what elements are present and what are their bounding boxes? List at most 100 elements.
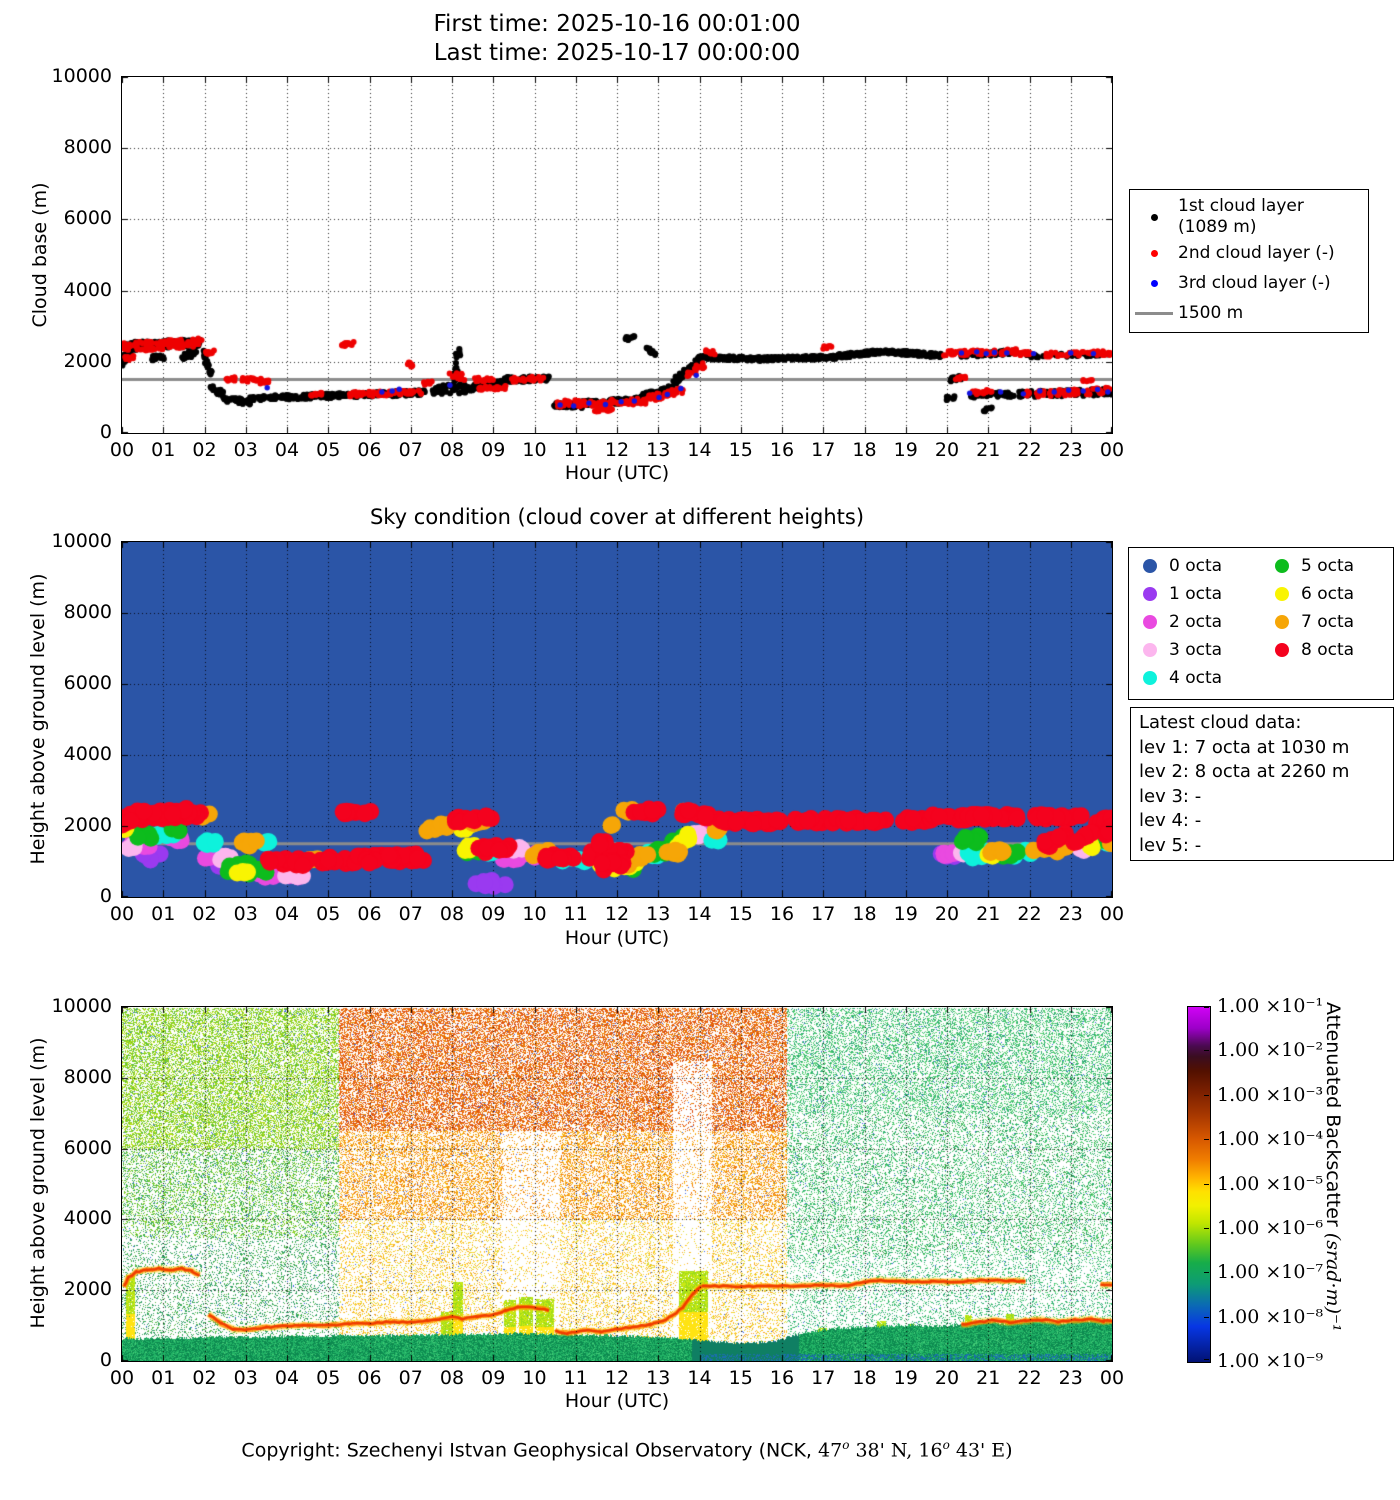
x-tick-label: 00	[109, 439, 135, 461]
octa-legend-column-1: 0 octa 1 octa 2 octa 3 octa 4 octa	[1129, 552, 1261, 699]
octa-color-dot-icon	[1143, 671, 1157, 685]
octa-legend-label: 2 octa	[1169, 612, 1223, 632]
x-tick-label: 18	[852, 439, 877, 461]
x-tick-label: 06	[357, 903, 382, 925]
x-tick-label: 11	[563, 1367, 588, 1389]
octa-legend-item-4: 4 octa	[1129, 664, 1261, 692]
x-tick-label: 14	[687, 903, 712, 925]
cloud-layer-legend: 1st cloud layer (1089 m) 2nd cloud layer…	[1129, 189, 1369, 333]
x-tick-label: 19	[893, 1367, 918, 1389]
x-tick-label: 18	[852, 1367, 877, 1389]
x-tick-label: 12	[604, 903, 630, 925]
y-tick-label: 10000	[51, 995, 112, 1017]
x-tick-label: 03	[233, 1367, 258, 1389]
colorbar-tick-mark	[1204, 1139, 1209, 1141]
y-tick-label: 2000	[63, 814, 112, 836]
x-tick-label: 22	[1017, 1367, 1042, 1389]
x-tick-label: 05	[316, 903, 341, 925]
x-tick-label: 00	[1099, 439, 1125, 461]
x-tick-label: 07	[398, 1367, 423, 1389]
colorbar-axis-label: Attenuated Backscatter (srad·m)⁻¹	[1322, 1002, 1344, 1332]
x-tick-label: 07	[398, 903, 423, 925]
gray-line-marker-icon	[1135, 311, 1173, 315]
x-tick-label: 04	[274, 439, 300, 461]
x-tick-label: 07	[398, 439, 423, 461]
x-tick-label: 08	[439, 439, 465, 461]
x-tick-label: 02	[192, 903, 217, 925]
latest-cloud-data-lev1: lev 1: 7 octa at 1030 m	[1139, 736, 1350, 758]
sky-condition-title: Sky condition (cloud cover at different …	[369, 505, 865, 529]
x-tick-label: 18	[852, 903, 877, 925]
x-tick-label: 20	[934, 439, 960, 461]
colorbar-tick-label: 1.00 ×10⁻⁸	[1217, 1305, 1324, 1328]
octa-color-dot-icon	[1275, 643, 1289, 657]
octa-legend-item-8: 8 octa	[1261, 636, 1393, 664]
octa-legend-item-0: 0 octa	[1129, 552, 1261, 580]
colorbar-label-units: (srad·m)⁻¹	[1322, 1232, 1344, 1332]
octa-legend-column-2: 5 octa 6 octa 7 octa 8 octa	[1261, 552, 1393, 699]
x-tick-label: 16	[769, 1367, 795, 1389]
y-tick-label: 10000	[51, 65, 112, 87]
colorbar	[1187, 1006, 1211, 1363]
colorbar-tick-label: 1.00 ×10⁻⁴	[1217, 1128, 1324, 1151]
colorbar-tick-label: 1.00 ×10⁻³	[1217, 1083, 1324, 1106]
x-tick-label: 10	[522, 1367, 547, 1389]
colorbar-label-text: Attenuated Backscatter	[1322, 1002, 1344, 1233]
x-tick-label: 09	[481, 903, 506, 925]
colorbar-tick-label: 1.00 ×10⁻¹	[1217, 995, 1324, 1017]
x-tick-label: 06	[357, 439, 382, 461]
latest-cloud-data-lev4: lev 4: -	[1139, 810, 1202, 831]
y-tick-label: 8000	[63, 1065, 112, 1088]
x-tick-label: 21	[976, 1367, 1001, 1389]
sky-condition-plot-canvas	[122, 542, 1112, 897]
x-tick-label: 04	[274, 1367, 300, 1389]
x-tick-label: 03	[233, 903, 258, 925]
latest-cloud-data-lev3: lev 3: -	[1139, 785, 1202, 807]
octa-color-dot-icon	[1275, 587, 1289, 601]
cloud-base-y-axis-label: Cloud base (m)	[29, 182, 51, 328]
title-last-time: Last time: 2025-10-17 00:00:00	[433, 40, 801, 66]
latest-cloud-data-box: Latest cloud data: lev 1: 7 octa at 1030…	[1130, 707, 1394, 861]
x-tick-label: 15	[728, 439, 753, 461]
octa-color-dot-icon	[1143, 559, 1157, 573]
octa-legend-label: 1 octa	[1169, 584, 1223, 604]
colorbar-tick-mark	[1204, 1316, 1209, 1318]
figure-header: First time: 2025-10-16 00:01:00 Last tim…	[122, 10, 1112, 68]
x-tick-label: 21	[976, 903, 1001, 925]
legend-label-height: (1089 m)	[1178, 217, 1257, 237]
x-tick-label: 16	[769, 439, 795, 461]
x-tick-label: 20	[934, 903, 960, 925]
octa-color-dot-icon	[1143, 643, 1157, 657]
octa-legend-label: 7 octa	[1301, 612, 1355, 632]
legend-label: 1st cloud layer	[1178, 196, 1304, 216]
x-tick-label: 05	[316, 439, 341, 461]
copyright-line: Copyright: Szechenyi Istvan Geophysical …	[241, 1438, 1013, 1462]
x-tick-label: 08	[439, 903, 465, 925]
latest-cloud-data-lev5: lev 5: -	[1139, 834, 1202, 856]
red-dot-marker-icon	[1150, 249, 1158, 257]
x-tick-label: 01	[151, 903, 176, 925]
x-tick-label: 16	[769, 903, 795, 925]
x-tick-label: 10	[522, 439, 547, 461]
colorbar-tick-mark	[1204, 1094, 1209, 1096]
x-tick-label: 23	[1058, 903, 1083, 925]
x-tick-label: 11	[563, 439, 588, 461]
legend-label: 2nd cloud layer (-)	[1178, 242, 1335, 263]
cloud-base-panel: 00 01 02 03 04 05 06 07 08 09 10 11 12 13 14 15 16 17 18 19…	[52, 65, 1125, 461]
blue-dot-marker-icon	[1150, 279, 1158, 287]
y-tick-label: 2000	[63, 1278, 112, 1301]
x-tick-label: 00	[1099, 903, 1125, 925]
colorbar-tick-mark	[1204, 1272, 1209, 1274]
colorbar-tick-mark	[1204, 1359, 1209, 1360]
x-tick-label: 19	[893, 439, 918, 461]
legend-label: 1500 m	[1178, 302, 1244, 323]
x-tick-label: 04	[274, 903, 300, 925]
octa-legend-label: 0 octa	[1169, 556, 1223, 576]
legend-item-1500m-line: 1500 m	[1130, 298, 1368, 328]
x-tick-label: 17	[811, 903, 836, 925]
octa-legend-label: 5 octa	[1301, 556, 1355, 576]
octa-color-dot-icon	[1143, 587, 1157, 601]
x-tick-label: 13	[646, 439, 671, 461]
x-tick-label: 02	[192, 439, 217, 461]
octa-legend: 0 octa 1 octa 2 octa 3 octa 4 octa 5 octa 6 o…	[1128, 547, 1394, 700]
